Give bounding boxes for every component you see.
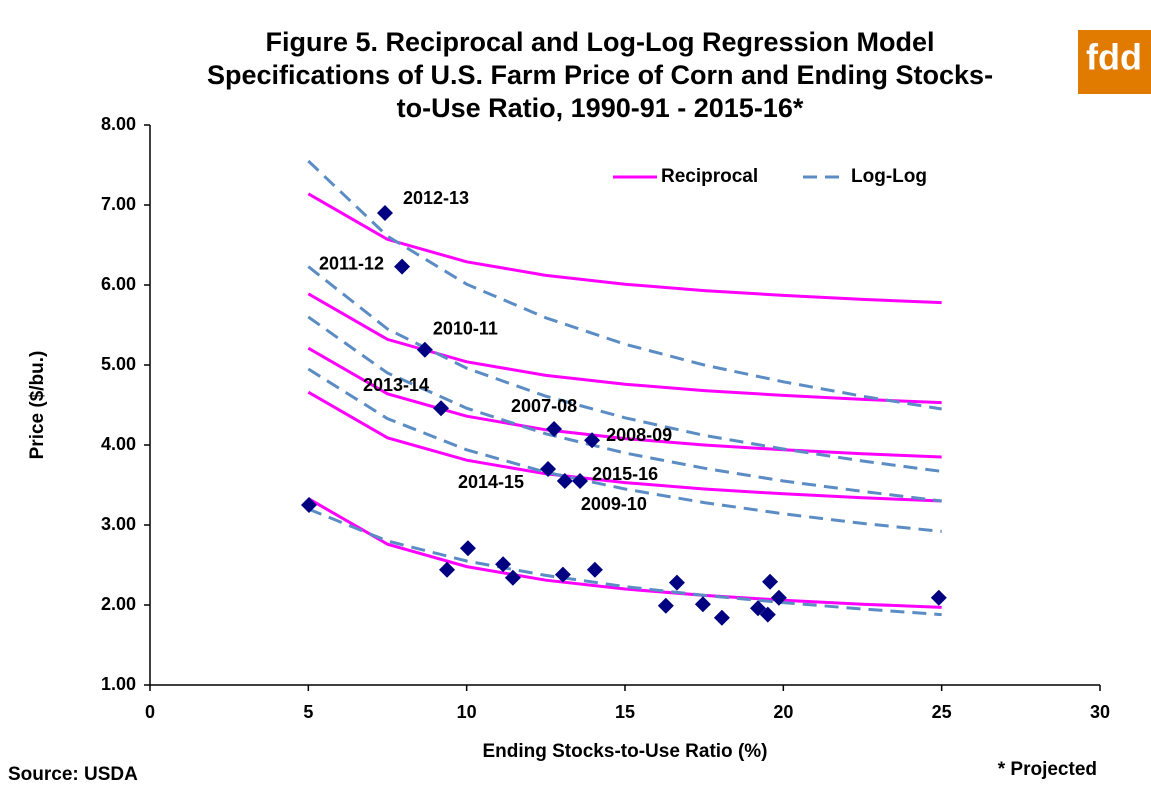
data-point — [930, 589, 947, 606]
data-point — [433, 400, 450, 417]
y-tick-label: 4.00 — [101, 434, 136, 454]
data-point — [572, 473, 589, 489]
logo: fdd — [1086, 37, 1142, 78]
data-point — [504, 569, 521, 586]
point-label: 2014-15 — [458, 472, 524, 492]
y-tick-label: 1.00 — [101, 674, 136, 694]
point-label: 2007-08 — [511, 396, 577, 416]
data-point — [694, 596, 711, 613]
data-point — [586, 561, 603, 578]
data-point — [495, 556, 512, 573]
fit-curve — [307, 346, 942, 459]
x-tick-label: 20 — [773, 702, 793, 722]
data-point — [554, 566, 571, 583]
data-point — [759, 606, 776, 623]
data-point — [416, 341, 433, 358]
y-tick-label: 3.00 — [101, 514, 136, 534]
x-tick-label: 0 — [145, 702, 155, 722]
point-label: 2011-12 — [319, 253, 384, 273]
fit-curve — [307, 192, 942, 305]
legend-label: Reciprocal — [661, 166, 758, 187]
y-tick-label: 5.00 — [101, 354, 136, 374]
fit-curve — [307, 390, 942, 503]
y-tick-label: 8.00 — [101, 114, 136, 134]
x-tick-label: 15 — [615, 702, 635, 722]
data-point — [376, 205, 393, 221]
fit-curve — [307, 367, 942, 533]
logo-box — [1078, 30, 1151, 94]
data-point — [300, 497, 317, 513]
fit-curve — [307, 265, 942, 473]
legend-label: Log-Log — [851, 166, 927, 187]
y-tick-label: 6.00 — [101, 274, 136, 294]
x-tick-label: 25 — [932, 702, 952, 722]
x-tick-label: 10 — [457, 702, 477, 722]
y-tick-label: 2.00 — [101, 594, 136, 614]
fit-curve — [307, 497, 942, 609]
data-point — [439, 561, 456, 578]
point-label: 2009-10 — [581, 494, 647, 514]
data-point — [750, 600, 766, 617]
chart-title: to-Use Ratio, 1990-91 - 2015-16* — [397, 93, 804, 123]
data-point — [540, 461, 557, 477]
data-point — [762, 573, 779, 590]
point-label: 2012-13 — [403, 188, 469, 208]
data-point — [584, 432, 601, 449]
chart-title: Specifications of U.S. Farm Price of Cor… — [207, 60, 993, 90]
y-axis-label: Price ($/bu.) — [27, 351, 48, 460]
fit-curve — [307, 292, 942, 405]
fit-curve — [307, 507, 942, 617]
x-axis-label: Ending Stocks-to-Use Ratio (%) — [482, 741, 767, 762]
data-point — [546, 421, 563, 437]
data-point — [770, 589, 787, 606]
data-point — [713, 609, 730, 626]
point-label: 2015-16 — [592, 464, 658, 484]
point-label: 2010-11 — [433, 319, 498, 339]
data-point — [657, 597, 674, 614]
fit-curve — [307, 315, 942, 503]
data-point — [459, 540, 476, 557]
x-tick-label: 30 — [1090, 702, 1110, 722]
fit-curve — [307, 159, 942, 411]
footnote: * Projected — [998, 759, 1097, 780]
point-label: 2013-14 — [363, 375, 429, 395]
chart-title: Figure 5. Reciprocal and Log-Log Regress… — [265, 27, 934, 57]
y-tick-label: 7.00 — [101, 194, 136, 214]
data-point — [394, 258, 411, 275]
data-point — [668, 574, 685, 591]
point-label: 2008-09 — [606, 425, 672, 445]
x-tick-label: 5 — [303, 702, 313, 722]
source: Source: USDA — [8, 764, 138, 785]
data-point — [556, 473, 573, 489]
